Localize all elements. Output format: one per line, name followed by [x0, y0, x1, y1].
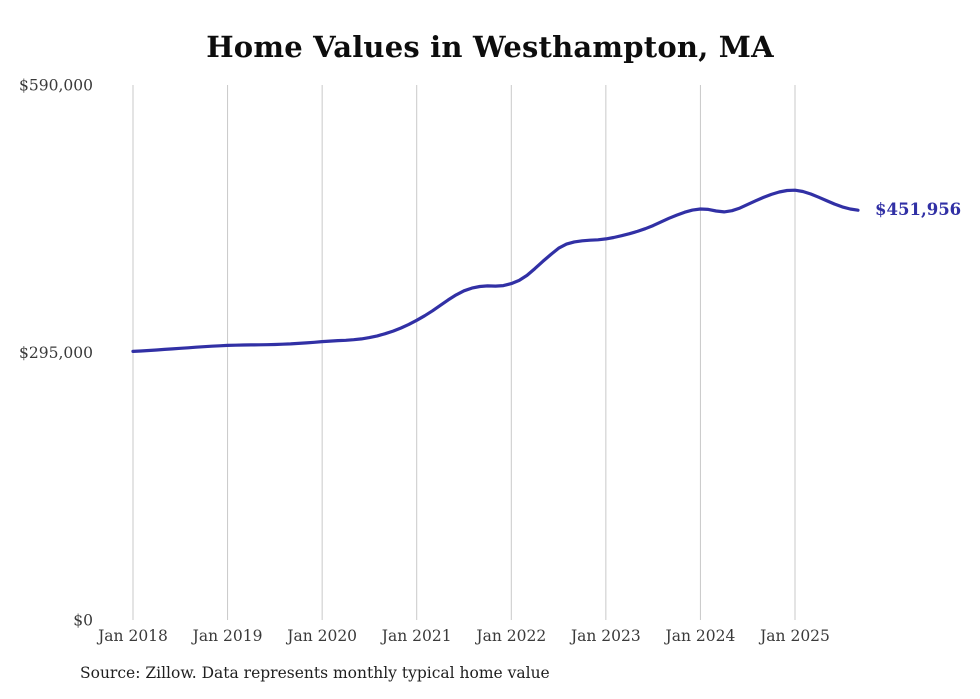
x-tick-label: Jan 2018	[96, 627, 168, 645]
value-line	[131, 188, 860, 353]
x-tick-label: Jan 2025	[758, 627, 830, 645]
x-tick-label: Jan 2024	[664, 627, 736, 645]
x-tick-label: Jan 2019	[191, 627, 263, 645]
y-tick-label: $295,000	[19, 344, 93, 362]
source-note: Source: Zillow. Data represents monthly …	[80, 664, 550, 682]
x-tick-label: Jan 2020	[285, 627, 357, 645]
x-tick-label: Jan 2021	[380, 627, 452, 645]
end-value-label: $451,956	[875, 200, 961, 219]
y-tick-label: $590,000	[19, 76, 93, 94]
chart-title: Home Values in Westhampton, MA	[206, 30, 774, 64]
y-tick-label: $0	[73, 611, 93, 629]
x-tick-label: Jan 2023	[569, 627, 641, 645]
x-tick-label: Jan 2022	[474, 627, 546, 645]
